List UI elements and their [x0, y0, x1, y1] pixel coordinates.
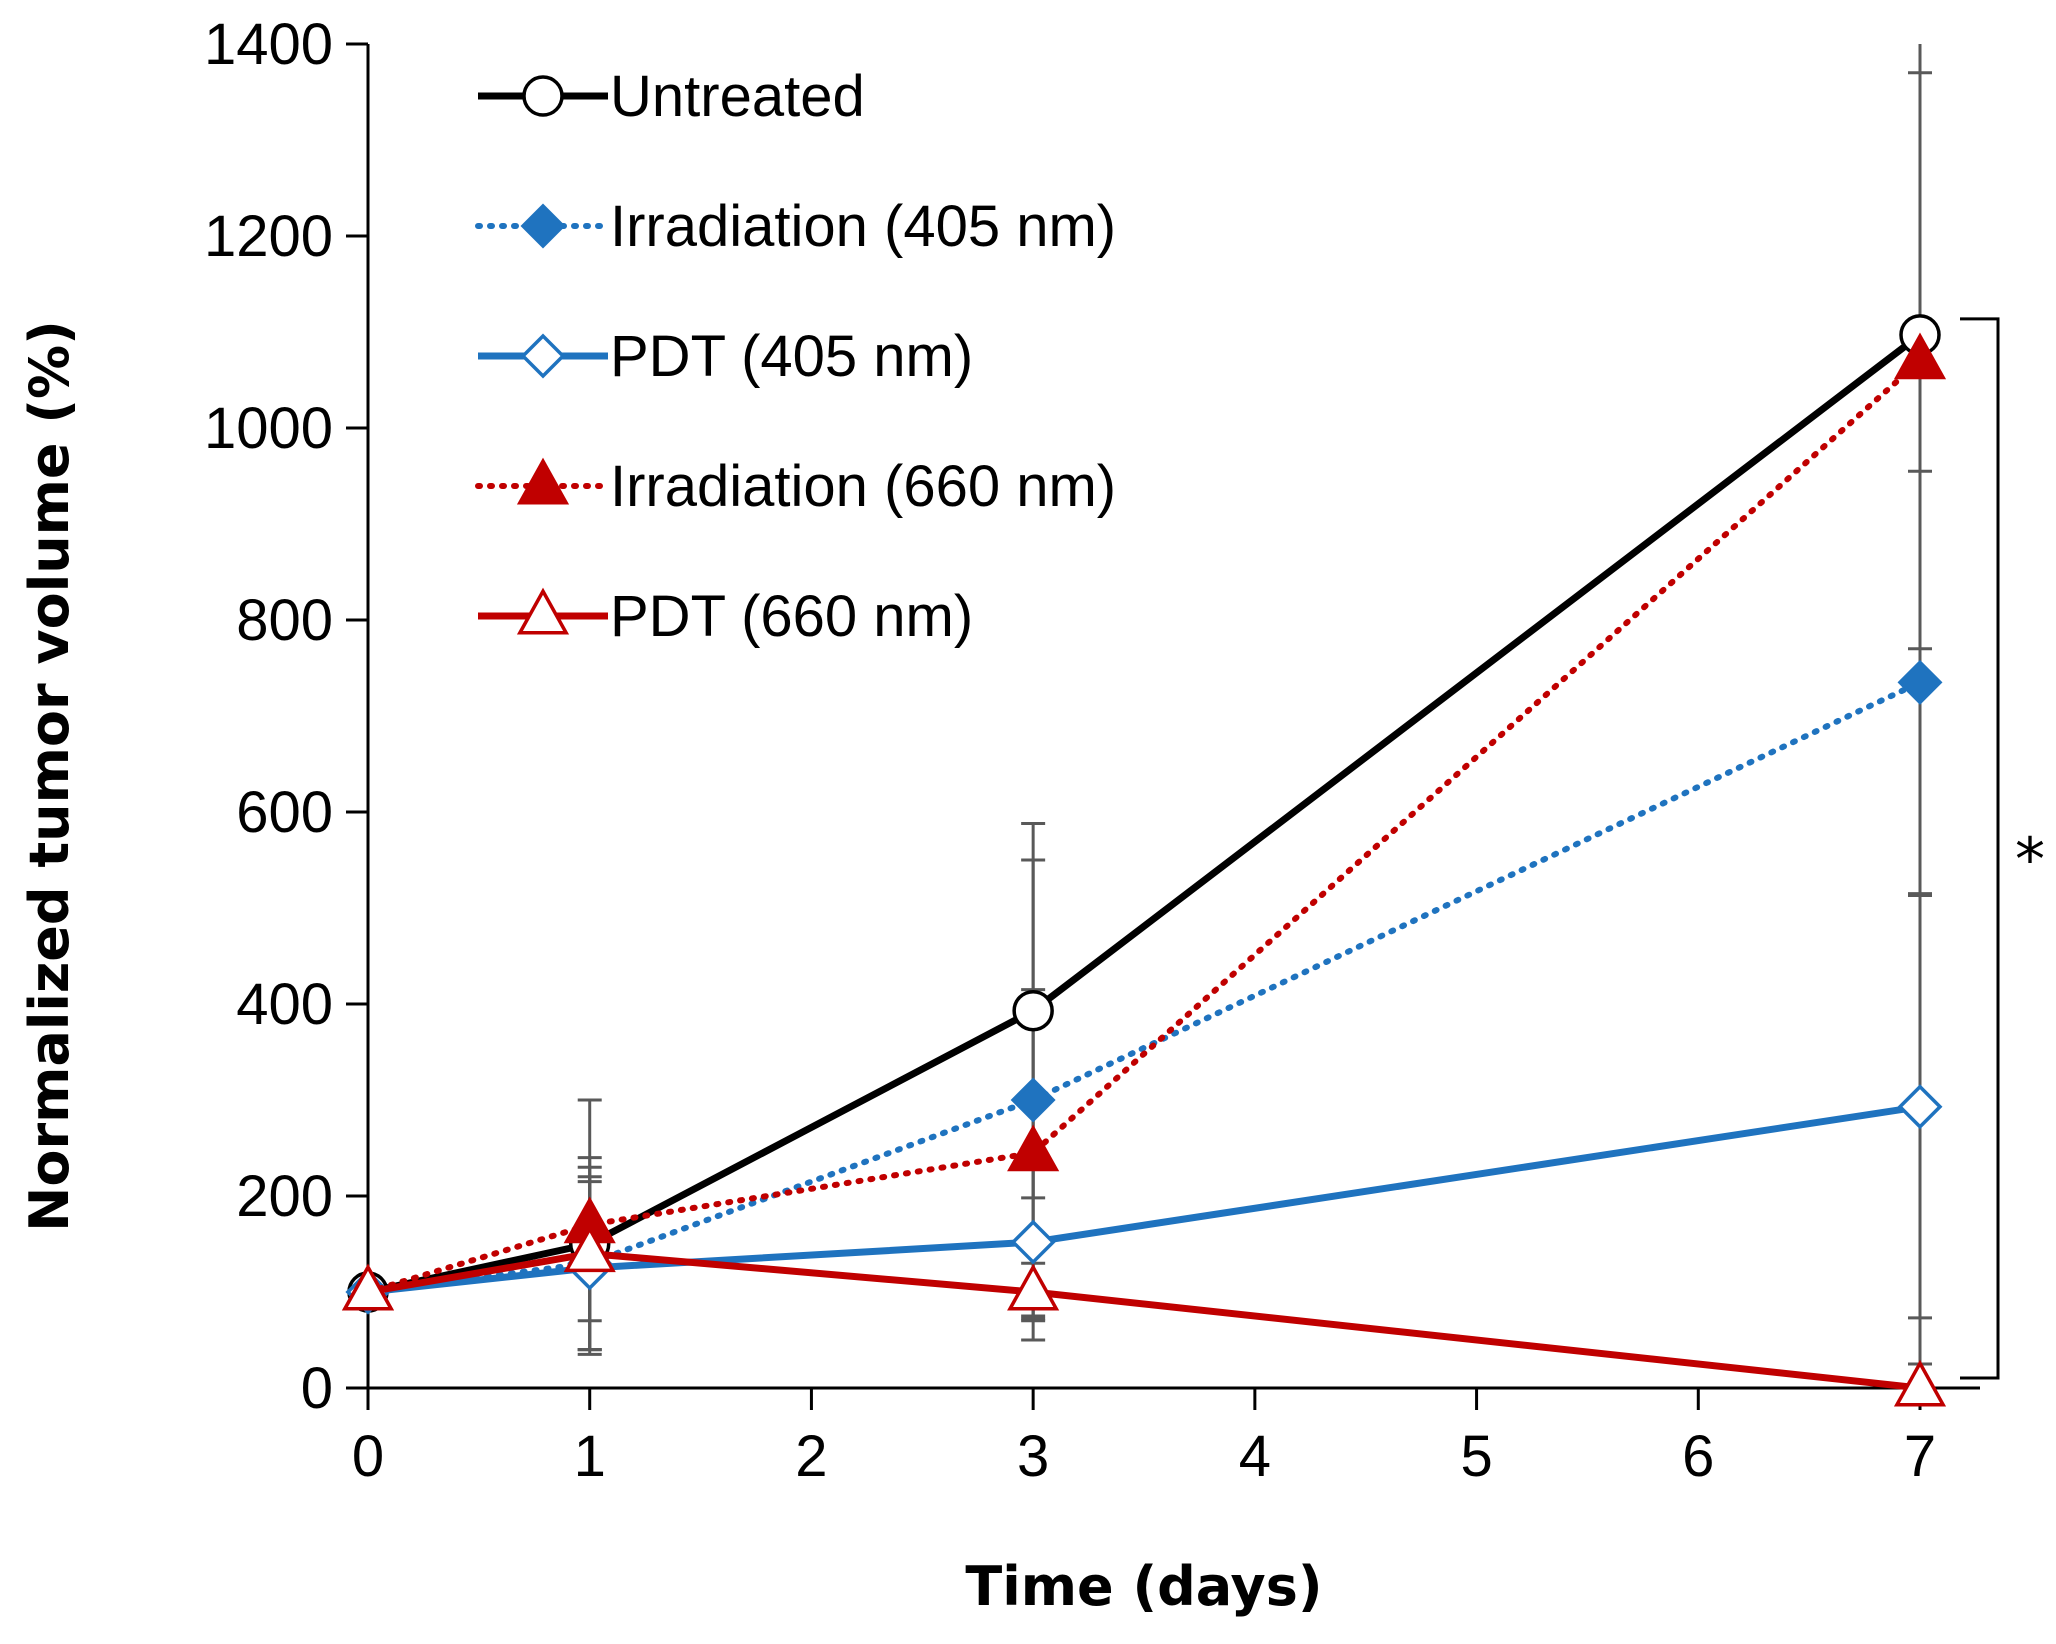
legend-marker: [520, 333, 566, 379]
legend-marker: [516, 587, 570, 635]
legend-label: Irradiation (660 nm): [610, 454, 1116, 519]
series-line: [365, 679, 1923, 1295]
legend-marker: [516, 457, 570, 505]
legend: Untreated Irradiation (405 nm) PDT (405 nm…: [475, 64, 1116, 649]
x-tick-label: 5: [1460, 1424, 1492, 1489]
x-tick-label: 6: [1682, 1424, 1714, 1489]
y-tick-label: 200: [236, 1164, 333, 1229]
data-point: [1010, 1077, 1056, 1123]
legend-label: PDT (405 nm): [610, 324, 973, 389]
legend-marker: [520, 203, 566, 249]
x-tick-label: 1: [574, 1424, 606, 1489]
y-tick-label: 0: [301, 1356, 333, 1421]
legend-marker: [522, 75, 564, 117]
x-tick-label: 0: [352, 1424, 384, 1489]
series-line: [367, 1103, 1921, 1296]
data-point: [341, 1263, 395, 1311]
data-point: [563, 1225, 616, 1273]
data-point: [1893, 1359, 1947, 1407]
legend-label: PDT (660 nm): [610, 584, 973, 649]
y-axis-title: Normalized tumor volume (%): [18, 320, 81, 1232]
y-tick-label: 1000: [204, 396, 333, 461]
significance-star: *: [2015, 825, 2045, 895]
series-2: [345, 1084, 1943, 1315]
series-4: [341, 1225, 1947, 1407]
y-tick-label: 1400: [204, 12, 333, 77]
y-tick-label: 1200: [204, 204, 333, 269]
data-point: [1007, 1124, 1060, 1172]
axes: 0 200 400 600 800 1000 1200 1400 0 1 2 3 4 5 6 7 Time (d…: [18, 12, 1980, 1618]
y-tick-label: 600: [236, 780, 333, 845]
x-tick-label: 4: [1239, 1424, 1271, 1489]
y-tick-label: 400: [236, 972, 333, 1037]
significance-bracket: *: [1960, 317, 2045, 1380]
series-line: [367, 1250, 1921, 1392]
x-tick-label: 3: [1017, 1424, 1049, 1489]
series-line: [367, 332, 1923, 1296]
y-tick-label: 800: [236, 588, 333, 653]
error-bars: [356, 44, 1932, 1390]
x-tick-label: 7: [1904, 1424, 1936, 1489]
series-line: [365, 357, 1923, 1295]
data-point: [1010, 1219, 1056, 1265]
data-point: [1893, 332, 1947, 380]
data-point: [1897, 1084, 1943, 1130]
legend-label: Irradiation (405 nm): [610, 194, 1116, 259]
data-point: [1012, 989, 1054, 1032]
data-point: [1007, 1263, 1060, 1311]
bracket-line: [1960, 317, 2000, 1380]
data-point: [1897, 659, 1943, 705]
series-3: [341, 332, 1947, 1311]
x-tick-label: 2: [795, 1424, 827, 1489]
legend-label: Untreated: [610, 64, 865, 129]
series-0: [347, 314, 1941, 1313]
x-axis-title: Time (days): [965, 1555, 1322, 1618]
